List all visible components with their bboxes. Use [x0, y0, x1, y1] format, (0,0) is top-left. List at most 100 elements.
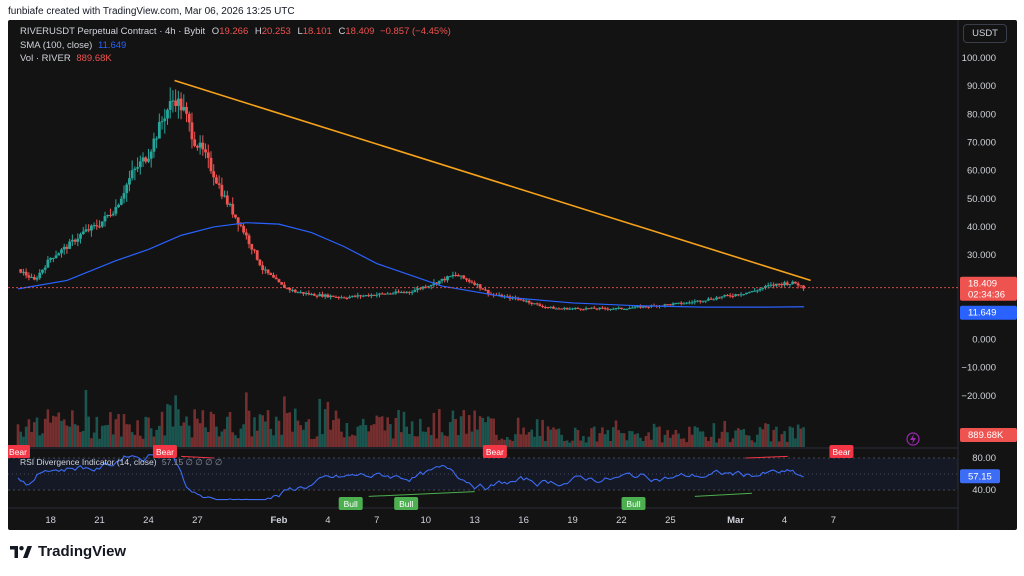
candle-body	[312, 293, 316, 296]
volume-bar	[579, 440, 582, 447]
volume-bar	[565, 440, 569, 447]
candle-body	[554, 308, 558, 310]
candle-body	[622, 308, 626, 310]
time-tick-label: 25	[665, 515, 676, 526]
volume-bar	[775, 426, 778, 447]
symbol-legend[interactable]: RIVERUSDT Perpetual Contract · 4h · Bybi…	[20, 26, 451, 37]
volume-bar	[68, 426, 71, 447]
volume-bar	[756, 434, 759, 447]
volume-bar	[288, 412, 292, 447]
bear-signal-label	[152, 445, 177, 458]
candle-body	[769, 284, 773, 286]
volume-bar	[332, 420, 335, 447]
candle-body	[302, 292, 305, 294]
volume-bar	[141, 438, 145, 447]
candle-body	[405, 291, 409, 293]
candle-body	[739, 294, 743, 296]
candle-body	[674, 303, 678, 305]
volume-bar	[753, 442, 756, 447]
currency-unit-button[interactable]: USDT	[963, 24, 1007, 43]
candle-body	[331, 295, 335, 297]
candle-body	[133, 168, 137, 171]
volume-bar	[345, 423, 349, 447]
volume-bar	[448, 422, 452, 447]
volume-bar	[16, 424, 20, 447]
candle-body	[644, 306, 648, 308]
volume-bar	[647, 432, 650, 447]
candle-body	[753, 290, 757, 292]
volume-bar	[666, 430, 669, 447]
candle-body	[32, 277, 36, 280]
volume-bar	[690, 434, 694, 447]
volume-bar	[226, 416, 229, 447]
volume-bar	[432, 412, 436, 447]
chart-canvas[interactable]: 100.00090.00080.00070.00060.00050.00040.…	[8, 20, 1017, 530]
sma-legend[interactable]: SMA (100, close) 11.649	[20, 40, 126, 51]
candle-body	[609, 308, 612, 310]
candle-body	[171, 100, 175, 102]
volume-bar	[677, 433, 680, 447]
volume-bar	[394, 417, 398, 447]
candle-body	[576, 308, 580, 310]
candle-body	[201, 142, 205, 150]
candle-body	[679, 302, 683, 304]
candle-body	[758, 288, 762, 291]
candle-body	[666, 304, 670, 306]
time-tick-label: 27	[192, 515, 203, 526]
price-tick-label: 50.000	[967, 194, 996, 205]
rsi-legend[interactable]: RSI Divergence Indicator (14, close) 57.…	[20, 457, 222, 468]
volume-bar	[764, 423, 767, 447]
candle-body	[427, 286, 430, 288]
volume-bar	[95, 416, 99, 447]
volume-bar	[49, 422, 52, 447]
candle-body	[590, 307, 593, 309]
volume-bar	[52, 415, 55, 447]
candle-body	[87, 229, 91, 231]
rsi-level-label: 80.00	[972, 453, 996, 464]
candle-body	[261, 265, 265, 271]
time-tick-label: 4	[325, 515, 330, 526]
volume-bar	[785, 441, 789, 447]
candle-body	[728, 295, 732, 297]
volume-legend[interactable]: Vol · RIVER 889.68K	[20, 53, 112, 64]
candle-body	[310, 293, 313, 295]
candle-body	[79, 234, 82, 239]
volume-bar	[527, 432, 531, 447]
volume-bar	[209, 411, 213, 447]
volume-bar	[106, 424, 109, 447]
candle-body	[136, 167, 139, 169]
volume-bar	[71, 410, 74, 447]
candle-body	[122, 193, 126, 199]
volume-bar	[125, 424, 129, 447]
candle-body	[546, 307, 550, 309]
volume-bar	[130, 432, 134, 447]
candle-body	[628, 308, 631, 310]
candle-body	[647, 306, 651, 308]
rsi-badge	[960, 469, 1000, 484]
volume-bar	[304, 421, 308, 447]
candle-body	[109, 215, 112, 217]
candle-body	[285, 287, 289, 289]
volume-bar	[799, 428, 803, 447]
volume-bar	[438, 409, 441, 447]
volume-bar	[557, 428, 561, 447]
volume-bar	[650, 439, 653, 447]
tradingview-logo[interactable]: TradingView	[10, 543, 126, 560]
volume-badge-value: 889.68K	[968, 430, 1004, 441]
volume-bar	[217, 436, 221, 447]
volume-bar	[100, 425, 104, 447]
volume-bar	[356, 426, 360, 447]
candle-body	[361, 295, 365, 297]
candle-body	[535, 303, 539, 305]
volume-bar	[22, 436, 25, 447]
volume-bar	[481, 417, 485, 447]
volume-bar	[73, 424, 77, 447]
volume-bar	[720, 431, 724, 447]
candle-body	[465, 278, 468, 280]
volume-bar	[24, 426, 28, 447]
volume-bar	[592, 426, 596, 447]
candle-body	[484, 289, 487, 291]
volume-bar	[92, 432, 96, 447]
chart-frame[interactable]: 100.000 90.000 80.000 70.000 60.000 50.000 40.…	[8, 20, 1017, 530]
candle-body	[598, 307, 602, 309]
